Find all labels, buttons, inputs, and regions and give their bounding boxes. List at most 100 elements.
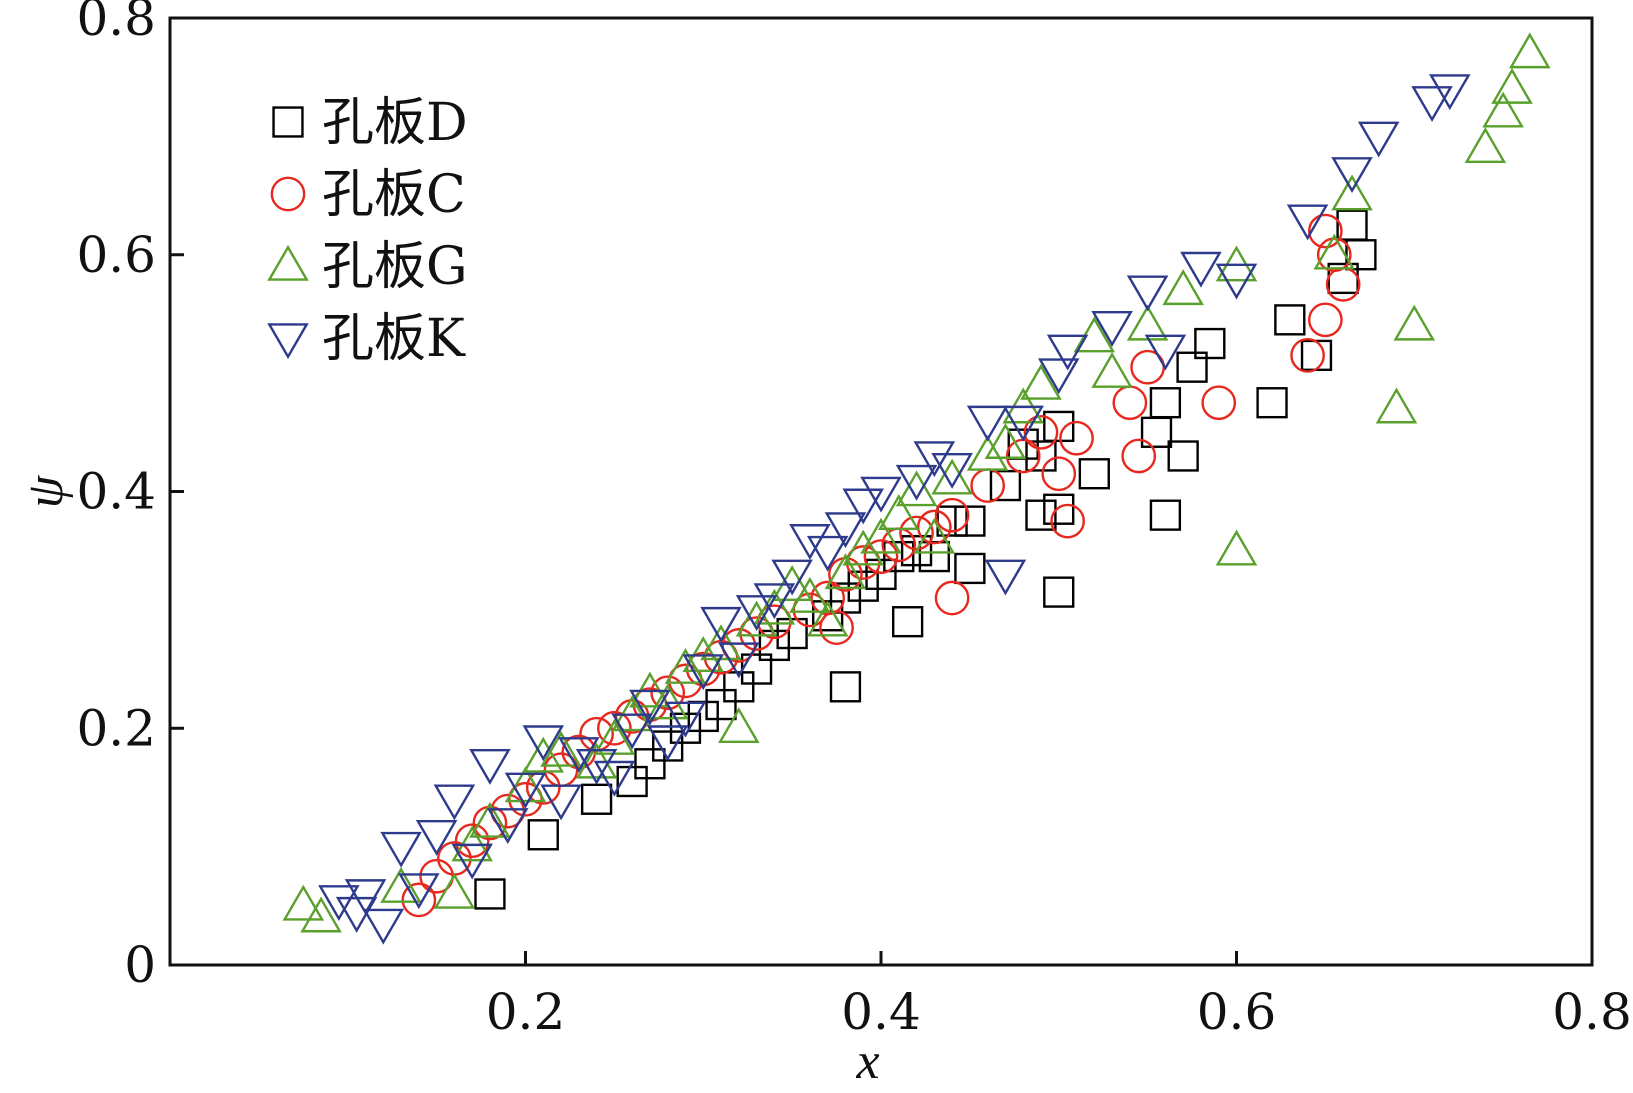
data-point — [616, 765, 648, 798]
data-point — [789, 576, 831, 613]
data-point — [632, 687, 668, 722]
data-point — [845, 545, 881, 580]
data-point — [611, 713, 653, 750]
data-point — [806, 535, 849, 572]
data-point — [597, 710, 632, 746]
data-point — [415, 819, 458, 856]
data-point — [1149, 499, 1182, 531]
data-point — [984, 423, 1027, 459]
data-point — [931, 458, 973, 495]
data-point — [721, 628, 757, 663]
data-point — [1162, 269, 1204, 306]
data-point — [335, 896, 378, 933]
data-point — [401, 882, 437, 918]
data-point — [634, 748, 666, 780]
data-point — [806, 600, 849, 637]
data-point — [1144, 334, 1187, 371]
data-point — [970, 468, 1005, 503]
data-point — [454, 823, 490, 859]
data-point — [472, 805, 508, 841]
data-point — [682, 654, 725, 691]
legend-label: 孔板C — [322, 165, 466, 225]
data-point — [486, 808, 529, 845]
series-group — [318, 74, 1471, 945]
y-tick-label: 0.2 — [76, 699, 156, 757]
data-points — [282, 32, 1551, 945]
data-point — [1043, 410, 1075, 443]
data-point — [789, 524, 831, 560]
data-point — [892, 606, 924, 638]
x-tick-label: 0.2 — [486, 983, 566, 1041]
data-point — [669, 712, 702, 744]
data-point — [913, 517, 956, 554]
data-point — [469, 801, 511, 838]
x-tick-label: 0.8 — [1552, 983, 1632, 1041]
series-group — [282, 32, 1551, 933]
legend: 孔板D 孔板C 孔板G 孔板K — [267, 93, 468, 369]
data-point — [1025, 499, 1057, 531]
data-point — [398, 873, 440, 910]
data-point — [954, 552, 986, 585]
data-point — [1078, 458, 1110, 490]
data-point — [1325, 266, 1361, 302]
data-point — [580, 783, 613, 815]
data-point — [664, 701, 707, 738]
data-point — [758, 629, 791, 662]
data-point — [842, 529, 885, 566]
data-point — [1037, 358, 1080, 395]
data-point — [776, 617, 808, 650]
series-group — [401, 213, 1361, 918]
data-point — [1464, 127, 1507, 164]
data-point — [1050, 503, 1085, 539]
data-point — [650, 675, 686, 711]
data-point — [1308, 302, 1343, 338]
data-point — [561, 734, 597, 770]
data-point — [490, 793, 526, 829]
data-point — [718, 707, 760, 744]
x-tick-label: 0.4 — [841, 983, 921, 1041]
data-point — [1041, 456, 1077, 492]
data-point — [705, 688, 737, 721]
data-point — [1509, 32, 1551, 69]
legend-label: 孔板K — [322, 309, 466, 369]
data-point — [984, 559, 1027, 596]
data-point — [1357, 121, 1400, 158]
data-point — [614, 699, 650, 734]
data-point — [1393, 304, 1436, 341]
data-point — [558, 737, 600, 774]
data-point — [504, 772, 547, 809]
axis-ticks — [170, 253, 1238, 965]
data-point — [1331, 157, 1373, 193]
data-point — [1286, 204, 1329, 241]
data-point — [966, 405, 1009, 442]
data-point — [895, 470, 938, 507]
data-point — [1429, 74, 1471, 111]
data-point — [474, 878, 506, 910]
data-point — [1375, 387, 1418, 424]
legend-marker — [270, 176, 306, 212]
data-point — [1167, 440, 1199, 472]
data-point — [300, 896, 342, 933]
data-point — [900, 535, 933, 567]
data-point — [522, 736, 565, 773]
data-point — [824, 553, 867, 590]
y-axis-title: ψ — [17, 474, 74, 508]
data-point — [1002, 405, 1044, 442]
y-tick-label: 0.4 — [76, 463, 156, 521]
data-point — [540, 784, 582, 821]
y-tick-label: 0 — [124, 936, 156, 994]
y-tick-label: 0.6 — [76, 226, 156, 284]
data-point — [739, 616, 774, 651]
data-point — [1274, 304, 1306, 336]
data-point — [1180, 251, 1222, 288]
data-point — [1126, 275, 1169, 312]
data-point — [652, 730, 684, 762]
data-point — [954, 505, 986, 537]
data-point — [829, 582, 862, 614]
data-point — [540, 730, 582, 767]
data-point — [756, 604, 792, 640]
data-point — [735, 600, 778, 637]
data-point — [685, 651, 721, 687]
data-point — [989, 469, 1022, 502]
